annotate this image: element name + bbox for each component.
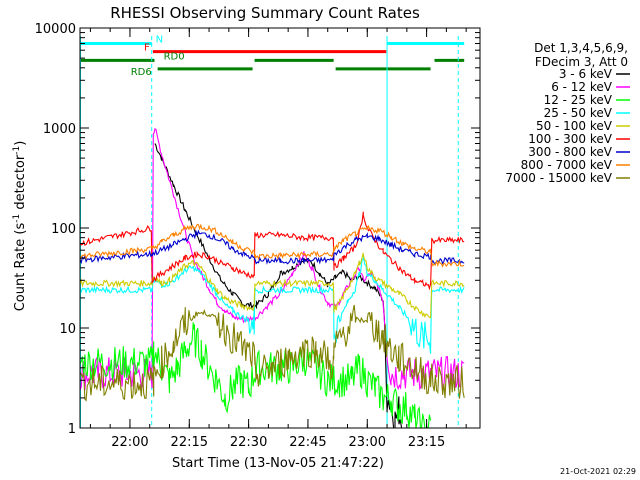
state-bar-label-f: F [144, 43, 150, 54]
series-line [80, 128, 465, 392]
series-line [80, 229, 465, 265]
y-label-exp-2: -1 [12, 146, 22, 155]
state-bar-label-rd0: RD0 [164, 51, 185, 62]
y-tick-label: 1000 [43, 122, 76, 137]
x-tick-label: 22:15 [171, 435, 208, 450]
axes: 1 10 100 1000 10000 22:00 22:15 22:30 22:45 23:00… [35, 22, 480, 450]
y-tick-label: 100 [51, 222, 76, 237]
x-tick-label: 23:00 [349, 435, 386, 450]
y-tick-label: 1 [68, 422, 76, 437]
legend-entry-label: 12 - 25 keV [544, 93, 613, 107]
legend-entry-label: 100 - 300 keV [528, 132, 612, 146]
legend-header-2: FDecim 3, Att 0 [535, 55, 628, 69]
x-tick-label: 23:15 [408, 435, 445, 450]
series-line [80, 304, 465, 402]
series-line [80, 322, 432, 428]
x-tick-label: 22:00 [111, 435, 148, 450]
legend-entry-label: 7000 - 15000 keV [505, 171, 612, 185]
legend-entry-label: 300 - 800 keV [528, 145, 612, 159]
series-lines [80, 128, 465, 428]
legend-entry-label: 6 - 12 keV [551, 80, 613, 94]
series-line [80, 211, 465, 291]
legend-entry-label: 800 - 7000 keV [521, 158, 613, 172]
legend-entry-label: 25 - 50 keV [544, 106, 613, 120]
footer-timestamp: 21-Oct-2021 02:29 [560, 467, 636, 476]
y-label-mid: detector [13, 154, 28, 214]
y-label-exp-1: -1 [12, 214, 22, 223]
state-bars: NF RD0 RD6 [80, 34, 465, 78]
series-line [80, 255, 465, 354]
chart-title: RHESSI Observing Summary Count Rates [110, 4, 420, 22]
y-axis-label: Count Rate (s-1 detector-1) [12, 141, 28, 312]
legend-header-1: Det 1,3,4,5,6,9, [534, 41, 628, 55]
y-label-prefix: Count Rate (s [13, 223, 28, 312]
state-bar-label-n: N [156, 34, 163, 45]
x-tick-label: 22:45 [289, 435, 326, 450]
y-label-suffix: ) [13, 141, 28, 146]
x-axis-label: Start Time (13-Nov-05 21:47:22) [172, 456, 384, 471]
x-tick-label: 22:30 [230, 435, 267, 450]
legend: Det 1,3,4,5,6,9, FDecim 3, Att 0 3 - 6 k… [505, 41, 630, 185]
legend-entry-label: 50 - 100 keV [536, 119, 613, 133]
y-tick-label: 10 [59, 322, 76, 337]
legend-entry-label: 3 - 6 keV [559, 67, 613, 81]
y-tick-label: 10000 [35, 22, 76, 37]
state-bar-label-rd6: RD6 [131, 67, 152, 78]
series-line [80, 223, 465, 268]
